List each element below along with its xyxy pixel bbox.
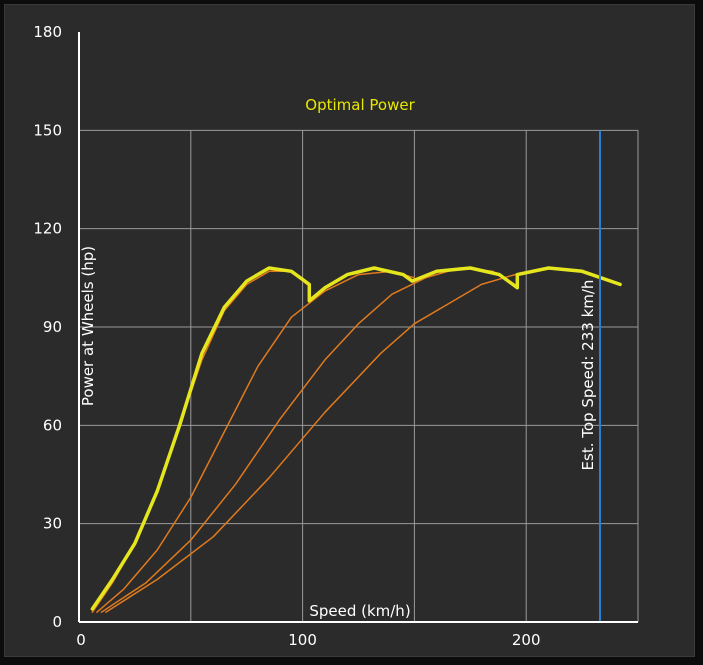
y-tick-label: 90: [43, 318, 62, 336]
axis-layer: [78, 32, 638, 623]
chart-title: Optimal Power: [305, 96, 415, 114]
y-tick-label: 30: [43, 515, 62, 533]
y-tick-label: 0: [52, 613, 62, 631]
top-speed-annotation: Est. Top Speed: 233 km/h: [579, 280, 597, 471]
x-tick-label: 100: [288, 631, 317, 649]
series-layer: [90, 130, 622, 622]
chart-frame: [4, 4, 695, 657]
y-tick-label: 60: [43, 416, 62, 434]
optimal-power-line: [90, 266, 622, 611]
y-tick-label: 180: [33, 23, 62, 41]
y-tick-label: 120: [33, 220, 62, 238]
x-tick-label: 200: [512, 631, 541, 649]
x-tick-label: 0: [76, 631, 86, 649]
gear-curve-2: [96, 270, 416, 613]
x-axis-title: Speed (km/h): [309, 602, 410, 620]
y-axis-title: Power at Wheels (hp): [79, 246, 97, 406]
label-layer: 0 30 60 90 120 150 180 0 100 200: [33, 23, 540, 649]
gear-curve-3: [100, 267, 519, 613]
y-tick-label: 150: [33, 121, 62, 139]
